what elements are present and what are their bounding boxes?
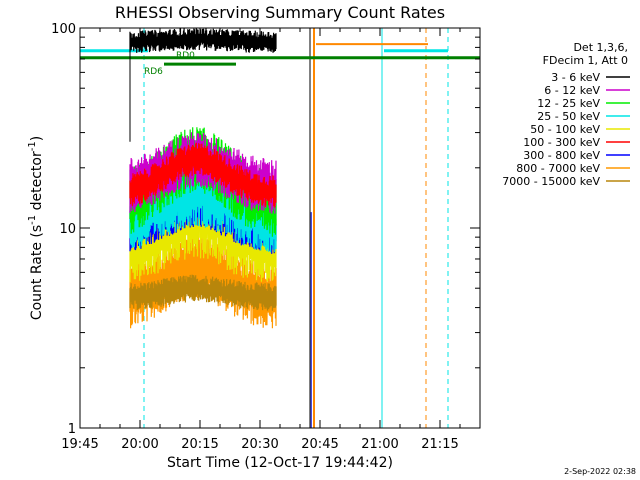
- rd6-label: RD6: [144, 67, 163, 77]
- x-tick-label-3: 20:30: [241, 437, 278, 452]
- x-tick-label-0: 19:45: [61, 437, 98, 452]
- x-tick-label-4: 20:45: [301, 437, 338, 452]
- y-tick-label-2: 100: [51, 22, 76, 37]
- legend-label-0: 3 - 6 keV: [551, 71, 600, 84]
- legend-label-2: 12 - 25 keV: [537, 97, 600, 110]
- series-0: [129, 27, 277, 53]
- series-8: [129, 274, 277, 311]
- y-label-sup: -1: [27, 215, 38, 225]
- y-axis-label: Count Rate (s-1 detector-1): [27, 136, 45, 320]
- x-tick-label-2: 20:15: [181, 437, 218, 452]
- footer-date: 2-Sep-2022 02:38: [564, 467, 636, 476]
- x-tick-label-5: 21:00: [361, 437, 398, 452]
- x-tick-label-1: 20:00: [121, 437, 158, 452]
- legend-label-4: 50 - 100 keV: [530, 123, 600, 136]
- legend-header-1: FDecim 1, Att 0: [543, 54, 628, 67]
- y-label-mid: detector: [29, 151, 45, 215]
- x-axis-label: Start Time (12-Oct-17 19:44:42): [167, 455, 393, 471]
- rd0-label: RD0: [176, 51, 195, 61]
- legend-label-8: 7000 - 15000 keV: [502, 175, 600, 188]
- y-label-sup2: -1: [27, 141, 38, 151]
- legend-label-1: 6 - 12 keV: [544, 84, 600, 97]
- y-tick-label-1: 10: [59, 222, 76, 237]
- chart-title: RHESSI Observing Summary Count Rates: [115, 3, 445, 22]
- series-5: [129, 142, 277, 208]
- axes: 19:45 20:00 20:15 20:30 20:45 21:00 21:15 1 10 10…: [51, 22, 481, 452]
- y-tick-label-0: 1: [68, 422, 76, 437]
- legend-header-0: Det 1,3,6,: [573, 41, 628, 54]
- legend-label-3: 25 - 50 keV: [537, 110, 600, 123]
- legend-label-7: 800 - 7000 keV: [516, 162, 600, 175]
- legend-label-5: 100 - 300 keV: [523, 136, 600, 149]
- plot-area: RD0 RD6: [79, 27, 480, 428]
- y-label-main: Count Rate (s: [29, 225, 45, 320]
- legend-label-6: 300 - 800 keV: [523, 149, 600, 162]
- x-tick-label-6: 21:15: [421, 437, 458, 452]
- y-label-end: ): [29, 136, 45, 141]
